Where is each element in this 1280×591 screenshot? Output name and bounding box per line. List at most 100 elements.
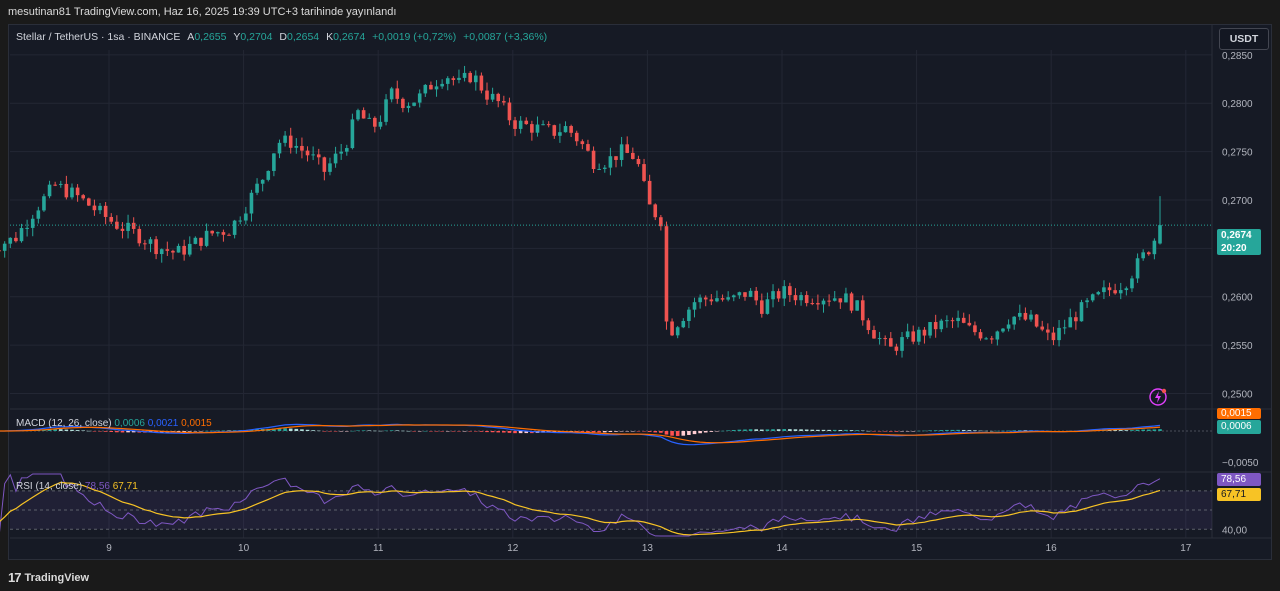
tradingview-logo[interactable]: 17 TradingView [8, 570, 89, 585]
candle-down [922, 329, 927, 336]
macd-hist-bar [816, 429, 820, 431]
macd-hist-bar [434, 431, 439, 432]
candle-down [109, 216, 114, 222]
macd-hist-bar [743, 429, 747, 431]
macd-hist-bar [754, 429, 759, 431]
macd-hist-bar [967, 430, 972, 431]
macd-hist-bar [922, 430, 927, 432]
macd-hist-bar [451, 431, 456, 432]
macd-hist-bar [872, 431, 876, 432]
candle-up [47, 184, 52, 197]
macd-hist-bar [417, 431, 422, 432]
macd-hist-bar [322, 431, 327, 432]
macd-hist-bar [339, 431, 343, 432]
macd-hist-bar [597, 431, 601, 433]
candle-down [81, 195, 86, 199]
rsi-value: 78,56 [84, 481, 110, 492]
candle-down [894, 346, 899, 351]
macd-hist-bar [653, 431, 658, 433]
macd-hist-bar [356, 430, 360, 431]
candle-up [159, 249, 164, 255]
macd-hist-bar [1158, 429, 1162, 431]
macd-hist-bar [642, 431, 646, 432]
macd-hist-bar [423, 430, 428, 432]
macd-hist-bar [900, 431, 904, 432]
close-value: 0,2674 [333, 31, 366, 43]
candle-down [485, 90, 489, 100]
macd-hist-bar [227, 430, 231, 431]
macd-hist-bar [692, 431, 697, 435]
macd-hist-bar [973, 430, 977, 431]
price-tick-label: 0,2500 [1222, 389, 1253, 400]
candle-down [933, 322, 938, 330]
macd-signal-line [0, 424, 1161, 444]
symbol-title[interactable]: Stellar / TetherUS · 1sa · BINANCE [16, 31, 181, 43]
macd-hist-bar [485, 431, 489, 433]
price-tick-label: 0,2700 [1222, 196, 1253, 207]
candle-up [945, 320, 949, 322]
candle-up [311, 154, 315, 156]
candle-down [889, 338, 893, 347]
macd-hist-bar [199, 431, 203, 432]
rsi-ma-line [0, 481, 1161, 536]
macd-hist-bar [866, 430, 871, 432]
chart-frame[interactable] [8, 24, 1272, 560]
macd-hist-bar [748, 429, 753, 431]
macd-hist-bar [87, 430, 91, 432]
candle-up [692, 302, 697, 310]
macd-hist-bar [98, 431, 102, 432]
time-tick-label: 17 [1180, 543, 1192, 554]
macd-hist-bar [574, 431, 579, 432]
candle-down [115, 221, 119, 229]
last-price: 0,2674 [1221, 230, 1252, 241]
macd-hist-bar [608, 431, 613, 433]
candle-up [473, 75, 478, 83]
symbol-legend[interactable]: Stellar / TetherUS · 1sa · BINANCE A 0,26… [16, 31, 547, 43]
rsi-legend[interactable]: RSI (14, close) 78,56 67,71 [16, 481, 138, 492]
candle-up [434, 86, 439, 90]
candle-down [911, 331, 916, 342]
candle-up [563, 126, 568, 133]
candle-up [25, 227, 29, 229]
candle-down [776, 291, 781, 299]
time-tick-label: 9 [106, 543, 112, 554]
macd-label[interactable]: MACD (12, 26, close) [16, 418, 112, 429]
price-tick-label: 0,2800 [1222, 99, 1253, 110]
low-label: D [279, 31, 288, 43]
macd-hist-bar [524, 431, 529, 434]
macd-hist-bar [53, 429, 57, 431]
macd-hist-bar [384, 430, 388, 432]
candle-down [546, 124, 551, 126]
macd-hist-bar [849, 430, 854, 431]
candle-up [126, 222, 130, 231]
candle-up [1068, 317, 1073, 328]
candle-down [75, 187, 80, 196]
macd-hist-bar [373, 430, 377, 432]
rsi-label[interactable]: RSI (14, close) [16, 481, 83, 492]
tradingview-logo-icon: 17 [8, 570, 22, 585]
high-label: Y [233, 31, 241, 43]
candle-up [1090, 294, 1095, 301]
macd-hist-bar [305, 429, 310, 431]
candle-down [552, 125, 557, 136]
macd-hist-bar [614, 431, 618, 432]
candle-up [726, 297, 730, 300]
macd-hist-bar [860, 430, 865, 432]
rsi-ma-value: 67,71 [112, 481, 138, 492]
macd-hist-bar [272, 428, 276, 431]
high-value: 0,2704 [240, 31, 273, 43]
candle-down [816, 303, 820, 305]
open-label: A [187, 31, 195, 43]
macd-hist-bar [625, 431, 630, 432]
macd-hist-bar [709, 431, 714, 432]
macd-legend[interactable]: MACD (12, 26, close) 0,0006 0,0021 0,001… [16, 418, 212, 429]
macd-hist-bar [1023, 430, 1028, 431]
candle-up [844, 293, 848, 303]
candle-up [193, 237, 198, 244]
candle-down [860, 300, 865, 321]
alert-lightning-icon [1149, 388, 1167, 406]
candle-down [451, 78, 456, 80]
macd-hist-bar [793, 429, 798, 431]
currency-button[interactable]: USDT [1219, 28, 1269, 50]
